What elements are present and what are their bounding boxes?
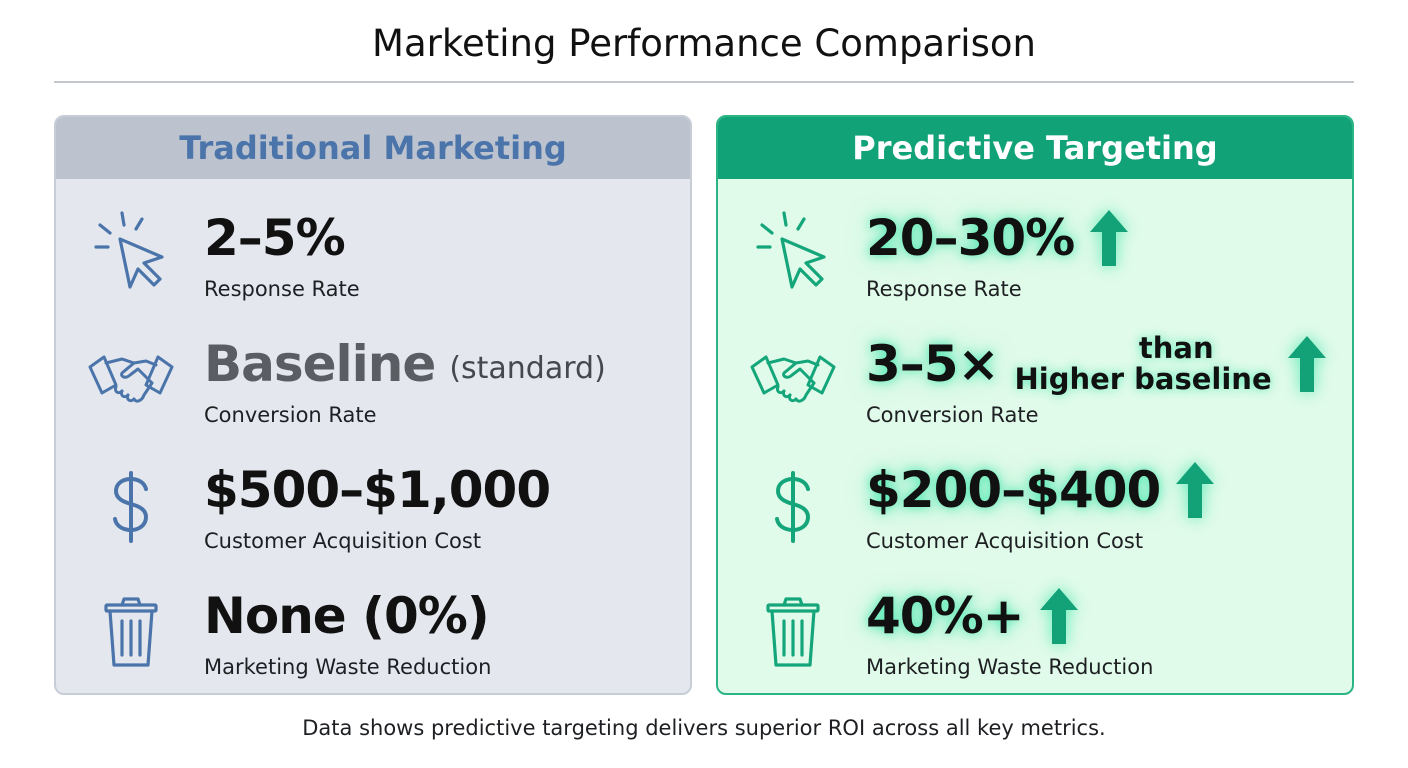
traditional-header: Traditional Marketing bbox=[56, 117, 690, 179]
metric-qualifier: (standard) bbox=[449, 350, 606, 386]
predictive-response-rate: 20–30% Response Rate bbox=[718, 195, 1352, 315]
metric-value: 20–30% bbox=[866, 209, 1075, 267]
predictive-conversion-rate: 3–5× than Higher baseline Conversion Rat… bbox=[718, 321, 1352, 441]
metric-label: Marketing Waste Reduction bbox=[866, 655, 1154, 679]
metric-label: Customer Acquisition Cost bbox=[866, 529, 1144, 553]
metric-label: Response Rate bbox=[866, 277, 1022, 301]
up-arrow-icon bbox=[1174, 460, 1216, 520]
dollar-icon bbox=[86, 459, 176, 549]
traditional-acquisition-cost: $500–$1,000 Customer Acquisition Cost bbox=[56, 447, 690, 567]
metric-value: 3–5× bbox=[866, 335, 999, 393]
metric-label: Response Rate bbox=[204, 277, 360, 301]
predictive-header: Predictive Targeting bbox=[718, 117, 1352, 179]
traditional-response-rate: 2–5% Response Rate bbox=[56, 195, 690, 315]
cursor-click-icon bbox=[748, 207, 838, 297]
trash-icon bbox=[748, 585, 838, 675]
traditional-waste-reduction: None (0%) Marketing Waste Reduction bbox=[56, 573, 690, 693]
metric-value: 2–5% bbox=[204, 209, 346, 267]
handshake-icon bbox=[748, 333, 838, 423]
metric-value: 40%+ bbox=[866, 587, 1025, 645]
metric-value: Baseline bbox=[204, 335, 436, 393]
footer-note: Data shows predictive targeting delivers… bbox=[302, 716, 1106, 740]
title-divider bbox=[54, 81, 1354, 83]
metric-label: Conversion Rate bbox=[204, 403, 377, 427]
page-title: Marketing Performance Comparison bbox=[372, 22, 1036, 65]
metric-qualifier: than Higher baseline bbox=[1014, 333, 1271, 395]
metric-label: Marketing Waste Reduction bbox=[204, 655, 492, 679]
trash-icon bbox=[86, 585, 176, 675]
metric-value: $200–$400 bbox=[866, 461, 1161, 519]
qualifier-top: than bbox=[1138, 331, 1214, 365]
up-arrow-icon bbox=[1286, 334, 1328, 394]
dollar-icon bbox=[748, 459, 838, 549]
metric-value: $500–$1,000 bbox=[204, 461, 551, 519]
handshake-icon bbox=[86, 333, 176, 423]
up-arrow-icon bbox=[1088, 208, 1130, 268]
up-arrow-icon bbox=[1038, 586, 1080, 646]
traditional-conversion-rate: Baseline (standard) Conversion Rate bbox=[56, 321, 690, 441]
metric-value: None (0%) bbox=[204, 587, 490, 645]
traditional-panel: Traditional Marketing 2–5% Response Rate bbox=[54, 115, 692, 695]
metric-label: Conversion Rate bbox=[866, 403, 1039, 427]
qualifier-bottom: Higher baseline bbox=[1014, 362, 1272, 396]
predictive-waste-reduction: 40%+ Marketing Waste Reduction bbox=[718, 573, 1352, 693]
cursor-click-icon bbox=[86, 207, 176, 297]
predictive-acquisition-cost: $200–$400 Customer Acquisition Cost bbox=[718, 447, 1352, 567]
metric-label: Customer Acquisition Cost bbox=[204, 529, 482, 553]
predictive-panel: Predictive Targeting 20–30% Response Rat… bbox=[716, 115, 1354, 695]
